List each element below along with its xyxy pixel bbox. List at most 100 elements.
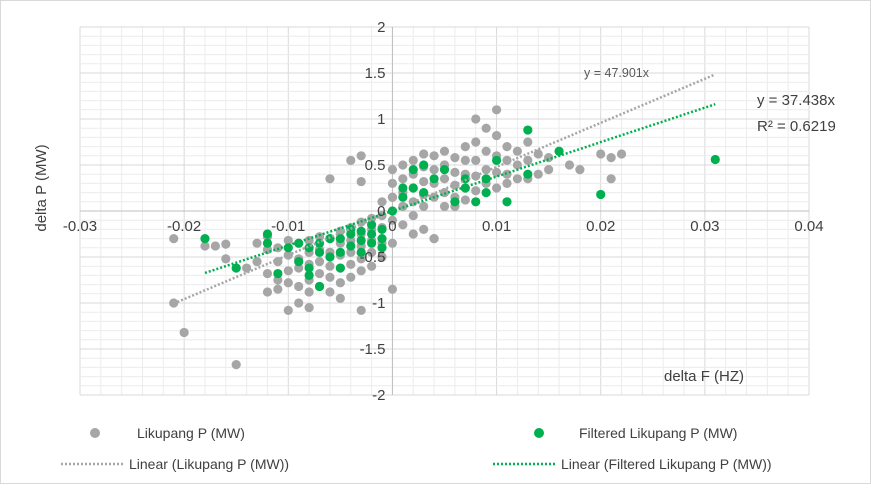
data-point-likupang	[325, 272, 335, 282]
data-point-filtered	[356, 247, 366, 257]
legend-marker-likupang	[90, 428, 100, 438]
data-point-likupang	[398, 174, 408, 184]
data-point-filtered	[408, 165, 418, 175]
data-point-likupang	[210, 241, 220, 251]
data-point-filtered	[439, 165, 450, 175]
legend-marker-filtered	[534, 428, 544, 438]
data-point-likupang	[408, 211, 418, 221]
data-point-likupang	[314, 232, 325, 242]
data-point-filtered	[304, 243, 314, 253]
data-point-likupang	[429, 234, 439, 244]
data-point-likupang	[377, 252, 387, 262]
data-point-likupang	[408, 155, 418, 165]
data-point-filtered	[408, 183, 418, 193]
data-point-filtered	[262, 229, 273, 239]
y-tick-label: 1	[377, 111, 385, 128]
trendline-likupang	[173, 73, 716, 305]
data-point-likupang	[502, 155, 512, 165]
data-point-likupang	[346, 259, 356, 269]
data-point-likupang	[471, 114, 481, 124]
data-point-filtered	[429, 174, 439, 184]
data-point-likupang	[429, 151, 439, 161]
x-axis-label: delta F (HZ)	[664, 368, 744, 385]
data-point-filtered	[377, 224, 387, 234]
data-point-likupang	[283, 305, 293, 315]
data-point-likupang	[606, 174, 616, 184]
data-point-likupang	[429, 165, 439, 175]
trendline-equation-likupang: y = 47.901x	[584, 66, 650, 80]
data-point-filtered	[596, 189, 606, 200]
data-point-filtered	[262, 238, 273, 248]
data-point-likupang	[367, 261, 377, 271]
data-point-likupang	[471, 137, 481, 147]
data-point-likupang	[616, 149, 627, 159]
data-point-filtered	[294, 238, 304, 248]
data-point-likupang	[356, 176, 366, 187]
x-tick-label: 0.01	[482, 218, 511, 235]
data-point-filtered	[367, 229, 377, 239]
data-point-likupang	[491, 130, 502, 141]
trendlines	[173, 73, 716, 305]
data-point-filtered	[325, 252, 335, 262]
data-point-likupang	[387, 178, 398, 188]
data-point-likupang	[387, 284, 398, 294]
data-point-likupang	[252, 257, 262, 267]
data-point-filtered	[200, 234, 210, 244]
data-point-likupang	[408, 229, 418, 239]
data-point-likupang	[325, 261, 335, 271]
data-point-likupang	[512, 146, 522, 156]
y-tick-label: 1.5	[365, 65, 386, 82]
data-point-filtered	[356, 226, 366, 236]
data-point-likupang	[356, 305, 366, 315]
data-point-likupang	[200, 241, 210, 251]
series-likupang-points	[169, 105, 627, 370]
data-point-likupang	[523, 137, 533, 147]
data-point-likupang	[419, 201, 429, 211]
data-point-likupang	[273, 257, 283, 267]
y-tick-label: -2	[372, 387, 385, 404]
data-point-filtered	[377, 243, 387, 253]
data-point-filtered	[335, 234, 345, 244]
data-point-filtered	[273, 268, 283, 279]
data-point-likupang	[283, 266, 293, 276]
data-point-likupang	[294, 281, 304, 292]
data-point-filtered	[367, 220, 377, 230]
data-point-likupang	[471, 155, 481, 165]
data-point-filtered	[554, 146, 564, 156]
y-tick-label: 2	[377, 19, 385, 36]
y-tick-label: -0.5	[360, 249, 386, 266]
data-point-likupang	[439, 174, 450, 184]
data-point-filtered	[377, 234, 387, 244]
data-point-likupang	[335, 278, 345, 288]
data-point-likupang	[294, 263, 304, 273]
y-tick-label: 0.5	[365, 157, 386, 174]
data-point-likupang	[512, 160, 522, 170]
data-point-filtered	[471, 197, 481, 207]
data-point-likupang	[314, 268, 325, 279]
data-point-likupang	[419, 176, 429, 187]
x-tick-label: -0.03	[63, 218, 97, 235]
data-point-likupang	[606, 153, 616, 163]
x-tick-label: 0.04	[794, 218, 823, 235]
x-tick-label: 0.03	[690, 218, 719, 235]
x-tick-label: 0.02	[586, 218, 615, 235]
y-tick-label: -1	[372, 295, 385, 312]
data-point-likupang	[325, 287, 335, 297]
data-point-likupang	[439, 146, 450, 156]
data-point-likupang	[294, 298, 304, 308]
data-point-likupang	[304, 303, 314, 313]
data-point-filtered	[335, 263, 345, 273]
x-tick-label: -0.01	[271, 218, 305, 235]
data-point-filtered	[304, 263, 314, 273]
data-point-likupang	[325, 174, 335, 184]
data-point-likupang	[512, 174, 522, 184]
data-point-filtered	[294, 257, 304, 267]
data-point-filtered	[231, 263, 241, 273]
data-point-filtered	[491, 155, 502, 165]
data-point-likupang	[575, 165, 585, 175]
trendline-equation-filtered: y = 37.438x	[757, 92, 835, 109]
data-point-likupang	[335, 293, 345, 303]
data-point-likupang	[283, 235, 293, 246]
